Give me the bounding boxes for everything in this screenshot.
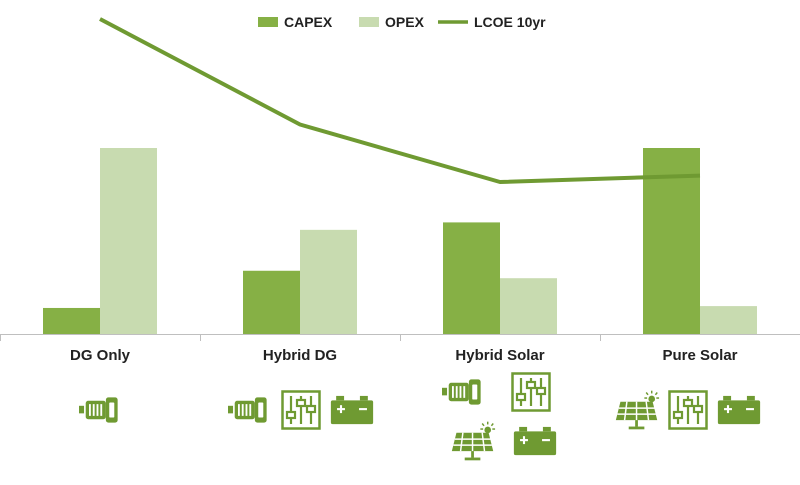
battery-icon xyxy=(513,425,557,457)
x-axis-ticks xyxy=(0,334,601,341)
x-tick-label-hybrid-dg: Hybrid DG xyxy=(263,347,337,364)
battery-icon xyxy=(717,394,761,426)
x-tick-label-pure-solar: Pure Solar xyxy=(662,347,737,364)
legend-label-capex: CAPEX xyxy=(284,14,333,30)
bar-opex-hybrid-solar xyxy=(500,278,557,334)
battery-icon xyxy=(330,394,374,426)
controller-icon xyxy=(668,390,708,430)
legend: CAPEX OPEX LCOE 10yr xyxy=(258,14,546,30)
solar-panel-icon xyxy=(615,389,660,431)
bar-opex-dg-only xyxy=(100,148,157,334)
legend-item-lcoe: LCOE 10yr xyxy=(438,14,546,30)
bars xyxy=(43,148,757,334)
legend-item-opex: OPEX xyxy=(359,14,425,30)
controller-icon xyxy=(511,372,551,412)
generator-icon xyxy=(79,396,119,424)
bar-capex-dg-only xyxy=(43,307,100,334)
category-icons xyxy=(79,372,761,462)
legend-swatch-capex xyxy=(258,17,278,27)
solar-panel-icon xyxy=(451,420,496,462)
category-labels: DG Only Hybrid DG Hybrid Solar Pure Solar xyxy=(70,347,738,364)
legend-item-capex: CAPEX xyxy=(258,14,333,30)
controller-icon xyxy=(281,390,321,430)
bar-opex-hybrid-dg xyxy=(300,229,357,334)
legend-label-opex: OPEX xyxy=(385,14,425,30)
generator-icon xyxy=(228,396,268,424)
generator-icon xyxy=(442,378,482,406)
legend-label-lcoe: LCOE 10yr xyxy=(474,14,546,30)
bar-capex-hybrid-solar xyxy=(443,222,500,334)
x-tick-label-dg-only: DG Only xyxy=(70,347,131,364)
x-tick-label-hybrid-solar: Hybrid Solar xyxy=(455,347,544,364)
bar-capex-hybrid-dg xyxy=(243,270,300,334)
bar-opex-pure-solar xyxy=(700,306,757,334)
line-lcoe-10yr xyxy=(99,17,701,184)
legend-swatch-opex xyxy=(359,17,379,27)
lcoe-line xyxy=(99,17,701,184)
